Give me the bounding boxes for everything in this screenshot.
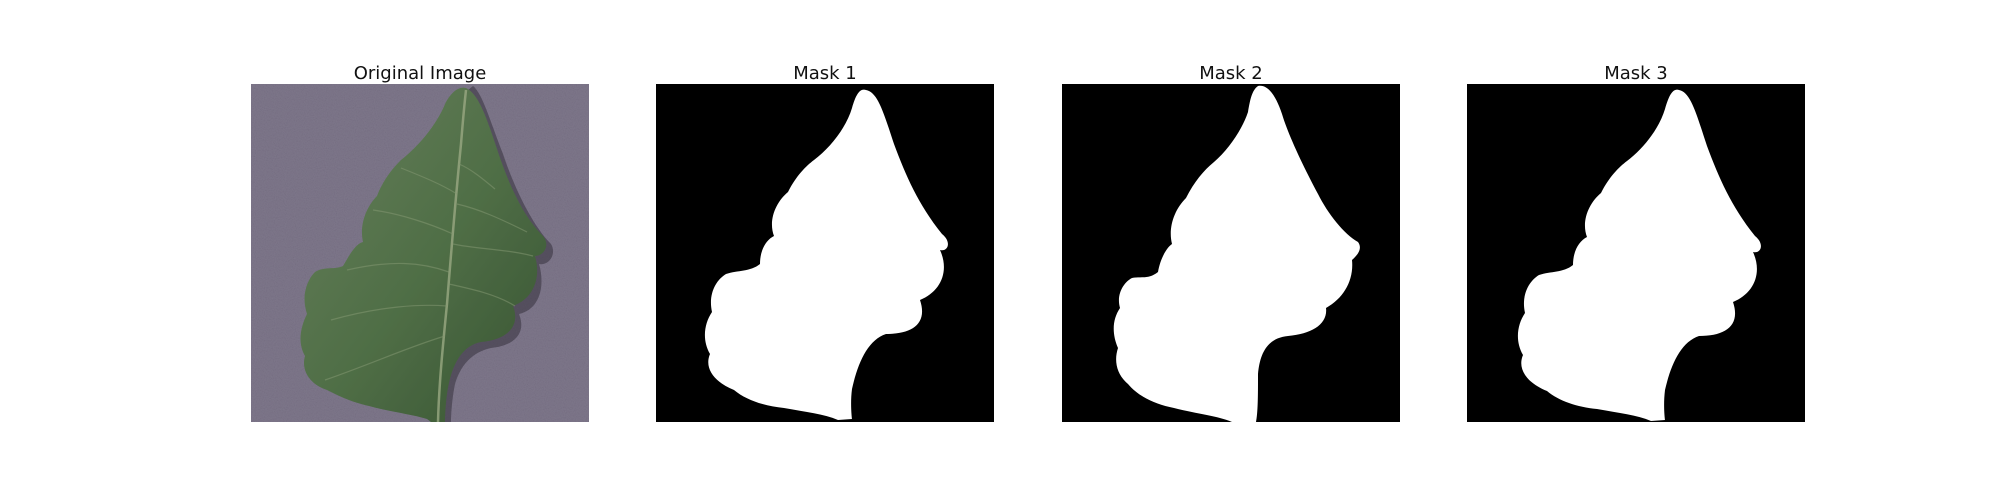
panel-original-image: Original Image	[251, 64, 589, 422]
mask-foreground	[1517, 89, 1761, 421]
panel-mask-2: Mask 2	[1062, 64, 1400, 422]
original-leaf-photo	[251, 84, 589, 422]
mask-3-image	[1467, 84, 1805, 422]
panel-mask-3: Mask 3	[1467, 64, 1805, 422]
mask-2-image	[1062, 84, 1400, 422]
mask-foreground	[1113, 85, 1360, 422]
panel-title: Mask 2	[1199, 63, 1263, 84]
photo-texture	[251, 84, 589, 422]
panel-title: Mask 1	[793, 63, 857, 84]
panel-title: Original Image	[353, 63, 487, 84]
panel-title: Mask 3	[1604, 63, 1668, 84]
mask-foreground	[704, 89, 948, 420]
panel-mask-1: Mask 1	[656, 64, 994, 422]
mask-1-image	[656, 84, 994, 422]
